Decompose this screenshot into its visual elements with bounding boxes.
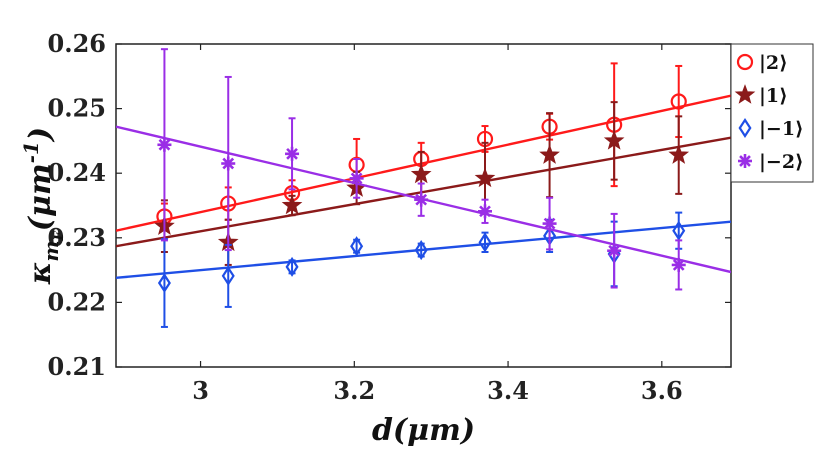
series-1-point (670, 93, 687, 110)
series-4-point (414, 192, 429, 207)
series-3-point (478, 232, 492, 253)
series-4-point (478, 204, 492, 219)
asterisk-stroke (222, 157, 235, 170)
series-3-fit-line (116, 220, 731, 280)
x-tick-label: 3.4 (487, 376, 529, 405)
x-tick-label: 3.2 (333, 376, 375, 405)
y-tick-label: 0.25 (48, 94, 106, 123)
series-2-point (539, 144, 560, 164)
series-3-point (672, 220, 686, 241)
asterisk-stroke (739, 155, 751, 167)
series-2-point (410, 163, 432, 184)
series-4-point (221, 156, 236, 171)
asterisk-stroke (672, 259, 685, 271)
asterisk-stroke (608, 244, 621, 257)
legend-marker (738, 154, 752, 168)
series-3-point (285, 256, 299, 277)
legend-marker (734, 84, 756, 104)
series-3-point (221, 265, 235, 286)
series-2-point (474, 167, 496, 188)
series-4-point (349, 171, 364, 186)
series-1 (116, 62, 731, 232)
x-tick-label: 3.6 (641, 376, 683, 405)
asterisk-stroke (543, 217, 556, 230)
legend-label: |1⟩ (759, 85, 788, 107)
asterisk-stroke (158, 138, 171, 151)
y-tick-label: 0.21 (48, 352, 106, 381)
legend-label: |−2⟩ (759, 151, 804, 173)
asterisk-stroke (479, 205, 491, 218)
asterisk-stroke (286, 147, 298, 160)
series-4-point (157, 137, 172, 152)
series-1-fit-line (116, 94, 731, 232)
series-3-point (157, 273, 171, 294)
asterisk-stroke (350, 172, 363, 185)
series-3-point (350, 236, 364, 257)
series-2-point (603, 130, 625, 150)
y-tick-label: 0.24 (48, 158, 106, 187)
legend-marker (738, 117, 752, 139)
series-4-point (542, 216, 557, 231)
x-axis-title: d(μm) (372, 413, 475, 448)
series-3-point (414, 240, 428, 261)
series-2-point (668, 144, 690, 164)
series-4-point (671, 257, 686, 272)
legend-label: |2⟩ (759, 52, 788, 74)
series-2-fit-line (116, 136, 731, 248)
y-tick-label: 0.23 (48, 223, 106, 252)
asterisk-stroke (415, 193, 428, 206)
series-2-point (281, 194, 303, 215)
y-tick-label: 0.22 (48, 287, 106, 316)
y-tick-label: 0.26 (48, 29, 106, 58)
legend-marker (736, 53, 754, 71)
legend: |2⟩ |1⟩ |−1⟩ |−2⟩ (730, 43, 814, 183)
y-axis-title: κmF(μm-1) (19, 127, 67, 285)
series-4-point (285, 146, 300, 161)
series-4-point (607, 243, 622, 258)
series-4 (116, 48, 731, 291)
x-tick-label: 3 (192, 376, 209, 405)
plot-frame (115, 43, 732, 368)
legend-label: |−1⟩ (759, 118, 804, 140)
